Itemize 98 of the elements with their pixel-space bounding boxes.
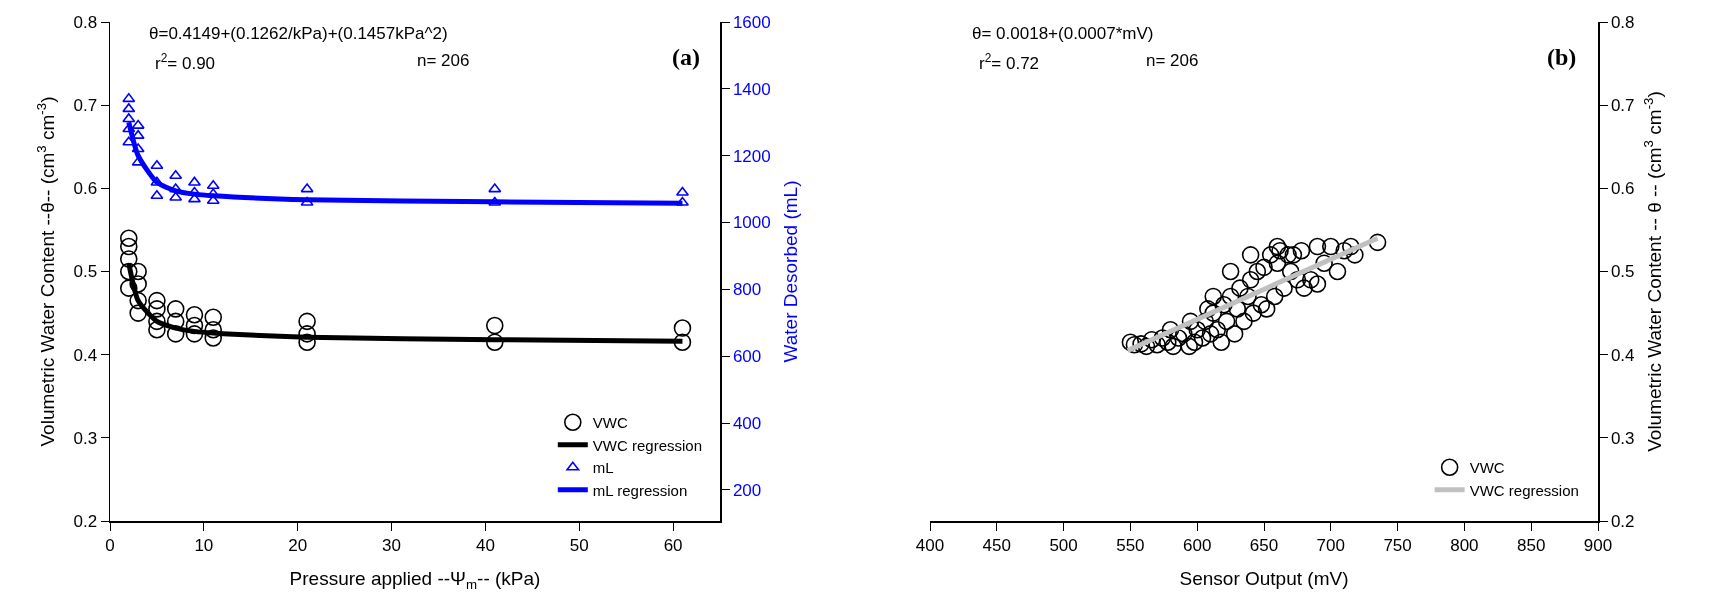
y2-tick-label: 0.7 [1610, 96, 1635, 116]
point [129, 304, 147, 322]
x-tick-label: 650 [1249, 535, 1279, 555]
x-tick-label: 0 [105, 535, 115, 555]
point [150, 159, 164, 170]
point [119, 229, 138, 248]
point [148, 312, 166, 331]
x-tick-label: 30 [382, 535, 401, 555]
x-tick-label: 10 [194, 535, 214, 555]
x-tick-label: 400 [915, 535, 945, 555]
y-tick-label: 0.6 [73, 179, 98, 199]
x-axis-title: Pressure applied --Ψ$_{m}$-- (kPa) [289, 568, 541, 593]
y2-tick-label: 1400 [732, 79, 771, 99]
y-tick-label: 0.5 [73, 262, 98, 282]
point [122, 103, 136, 113]
point [148, 320, 166, 339]
y2-tick-label: 200 [732, 480, 762, 500]
point [129, 262, 147, 281]
point [166, 325, 185, 343]
point [119, 250, 138, 268]
point [298, 325, 316, 343]
legend-label: mL regression [592, 481, 688, 499]
point [119, 279, 138, 297]
x-tick-label: 850 [1517, 535, 1546, 555]
legend-label: VWC [592, 414, 628, 432]
point [122, 113, 136, 123]
x-tick-label: 900 [1583, 535, 1613, 555]
point [166, 300, 185, 318]
annotation: r$^{2}$= 0.72 [979, 51, 1040, 74]
point [122, 123, 136, 133]
point [206, 179, 220, 190]
x-tick-label: 60 [663, 535, 683, 555]
y2-tick-label: 600 [732, 347, 762, 367]
x-tick-label: 800 [1450, 535, 1479, 555]
y-tick-label: 0.8 [73, 12, 98, 32]
annotation: (a) [672, 44, 700, 70]
y2-tick-label: 0.3 [1610, 428, 1635, 448]
annotation: n= 206 [1146, 51, 1199, 70]
y2-tick-label: 0.6 [1610, 179, 1635, 199]
point [129, 291, 147, 310]
point [169, 191, 183, 201]
annotation: θ= 0.0018+(0.0007*mV) [972, 24, 1154, 43]
y2-axis-title: Water Desorbed (mL) [780, 180, 802, 363]
y2-tick-label: 1600 [732, 12, 771, 32]
annotation: n= 206 [417, 51, 470, 70]
y-tick-label: 0.2 [73, 511, 98, 531]
point [204, 329, 223, 347]
point [148, 300, 166, 318]
point [488, 183, 502, 193]
x-tick-label: 750 [1383, 535, 1412, 555]
y2-tick-label: 1000 [732, 213, 771, 233]
x-tick-label: 500 [1049, 535, 1078, 555]
legend-label: VWC [1469, 459, 1505, 477]
point [122, 93, 136, 103]
y-tick-label: 0.4 [73, 345, 98, 365]
point [485, 333, 504, 351]
point [131, 143, 145, 153]
legend-label: VWC regression [1469, 481, 1579, 499]
y2-tick-label: 0.4 [1610, 345, 1635, 365]
y-tick-label: 0.3 [73, 428, 98, 448]
point [673, 319, 692, 337]
point [204, 308, 223, 327]
x-tick-label: 40 [475, 535, 495, 555]
legend-label: VWC regression [592, 436, 702, 454]
x-tick-label: 700 [1316, 535, 1345, 555]
point [673, 333, 692, 351]
point [119, 237, 138, 256]
point [129, 275, 147, 293]
y2-tick-label: 1200 [732, 146, 771, 166]
x-tick-label: 600 [1183, 535, 1212, 555]
legend-label: mL [592, 459, 614, 477]
x-tick-label: 450 [982, 535, 1011, 555]
x-tick-label: 550 [1116, 535, 1145, 555]
annotation: r$^{2}$= 0.90 [155, 51, 216, 74]
point [204, 320, 223, 339]
annotation: (b) [1547, 44, 1577, 70]
y2-tick-label: 800 [732, 280, 762, 300]
point [185, 325, 204, 343]
point [169, 169, 183, 180]
point [148, 291, 166, 310]
point [298, 312, 316, 331]
y2-tick-label: 0.5 [1610, 262, 1635, 282]
x-tick-label: 20 [288, 535, 308, 555]
point [298, 333, 316, 351]
point [300, 183, 314, 193]
point [185, 316, 204, 335]
point [150, 190, 164, 200]
annotation: θ=0.4149+(0.1262/kPa)+(0.1457kPa^2) [149, 24, 448, 43]
x-tick-label: 50 [569, 535, 589, 555]
point [119, 262, 138, 281]
y-tick-label: 0.7 [73, 96, 98, 116]
point [185, 305, 204, 324]
y2-tick-label: 0.8 [1610, 12, 1635, 32]
y2-tick-label: 0.2 [1610, 511, 1635, 531]
point [485, 316, 504, 335]
point [131, 119, 145, 129]
y2-tick-label: 400 [732, 414, 762, 434]
x-axis-title: Sensor Output (mV) [1179, 568, 1349, 590]
